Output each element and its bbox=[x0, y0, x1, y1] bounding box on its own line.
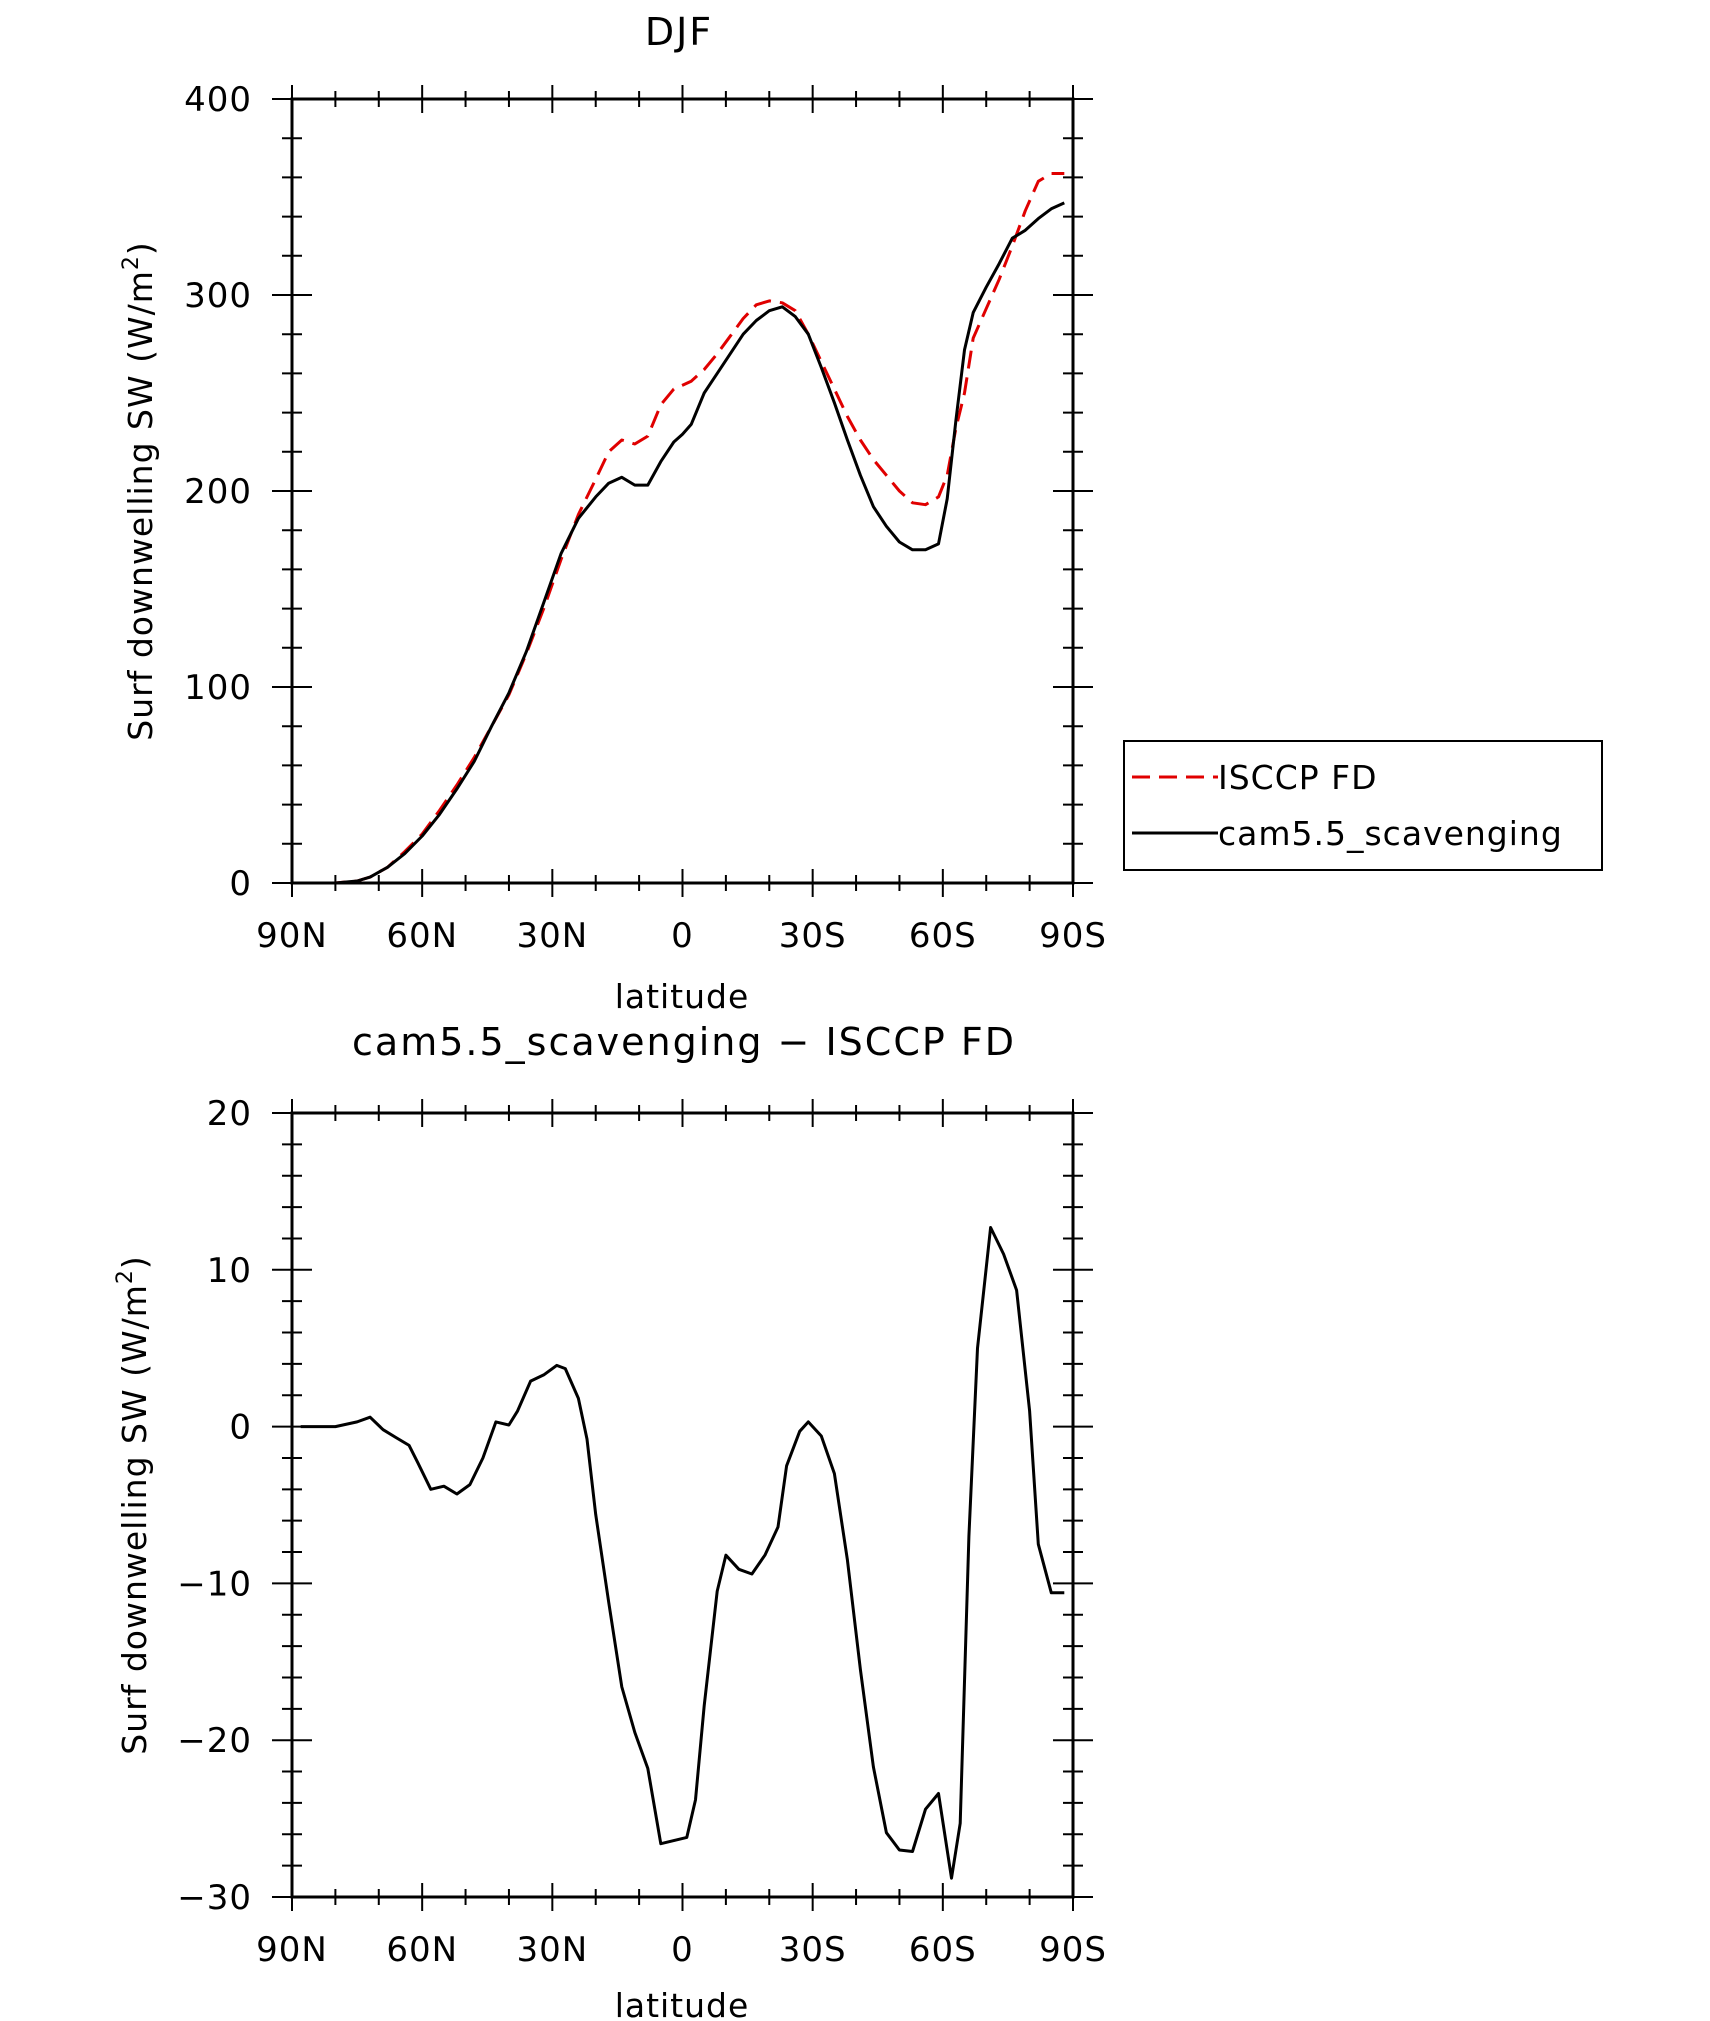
top-chart-x-axis-label: latitude bbox=[615, 977, 750, 1016]
bottom-y-axis-label-base: Surf downwelling SW (W/m bbox=[115, 1284, 154, 1755]
top-chart-ticks bbox=[272, 85, 1093, 897]
top-chart-y-axis-label: Surf downwelling SW (W/m2) bbox=[119, 241, 160, 740]
top-chart-x-tick-labels: 90N 60N 30N 0 30S 60S 90S bbox=[256, 916, 1107, 956]
bottom-chart-x-tick-labels: 90N 60N 30N 0 30S 60S 90S bbox=[256, 1930, 1107, 1970]
top-y-tick-label-0: 0 bbox=[229, 864, 252, 904]
top-y-tick-label-100: 100 bbox=[184, 668, 252, 708]
top-series-cam5-5-scavenging bbox=[300, 201, 1065, 885]
bottom-x-tick-label-30n: 30N bbox=[516, 1930, 588, 1970]
top-chart-series bbox=[300, 172, 1065, 885]
bottom-y-tick-label-10: −10 bbox=[177, 1564, 252, 1604]
bottom-y-tick-label-20: 20 bbox=[207, 1094, 252, 1134]
bottom-chart-series bbox=[300, 1226, 1065, 1880]
top-x-tick-label-60n: 60N bbox=[386, 916, 458, 956]
bottom-x-tick-label-0: 0 bbox=[671, 1930, 694, 1970]
bottom-y-axis-label-sup: 2 bbox=[113, 1269, 138, 1284]
bottom-y-axis-label-end: ) bbox=[115, 1255, 154, 1269]
bottom-y-tick-label-20: −20 bbox=[177, 1721, 252, 1761]
bottom-x-tick-label-60s: 60S bbox=[909, 1930, 977, 1970]
legend-box bbox=[1123, 740, 1603, 871]
top-chart-plot-frame bbox=[290, 97, 1075, 885]
top-x-tick-label-0: 0 bbox=[671, 916, 694, 956]
bottom-chart-title: cam5.5_scavenging − ISCCP FD bbox=[352, 1020, 1016, 1064]
top-chart-y-tick-labels: 0 100 200 300 400 bbox=[184, 80, 252, 904]
bottom-chart-x-axis-label: latitude bbox=[615, 1986, 750, 2021]
bottom-chart: cam5.5_scavenging − ISCCP FD 90N 60N 30N 0 3… bbox=[113, 1020, 1107, 2021]
top-chart: DJF 90N 60N 30N 0 30S 60S 90S 0 100 200 300 400 la… bbox=[119, 10, 1603, 1016]
top-series-isccp-fd bbox=[300, 172, 1065, 885]
bottom-y-tick-label-0: 0 bbox=[229, 1408, 252, 1448]
bottom-chart-plot-frame bbox=[290, 1111, 1075, 1899]
top-y-tick-label-200: 200 bbox=[184, 472, 252, 512]
top-chart-title: DJF bbox=[645, 10, 713, 54]
bottom-x-tick-label-30s: 30S bbox=[779, 1930, 847, 1970]
top-x-tick-label-90s: 90S bbox=[1039, 916, 1107, 956]
bottom-chart-y-tick-labels: −30 −20 −10 0 10 20 bbox=[177, 1094, 252, 1918]
top-y-axis-label-end: ) bbox=[121, 241, 160, 255]
top-x-tick-label-60s: 60S bbox=[909, 916, 977, 956]
top-x-tick-label-30n: 30N bbox=[516, 916, 588, 956]
bottom-y-tick-label-30: −30 bbox=[177, 1878, 252, 1918]
top-x-tick-label-90n: 90N bbox=[256, 916, 328, 956]
legend-label-isccp-fd: ISCCP FD bbox=[1218, 758, 1378, 797]
legend: ISCCP FD cam5.5_scavenging bbox=[1123, 740, 1603, 871]
top-y-axis-label-base: Surf downwelling SW (W/m bbox=[121, 270, 160, 741]
top-y-tick-label-400: 400 bbox=[184, 80, 252, 120]
bottom-y-tick-label-10: 10 bbox=[207, 1251, 252, 1291]
bottom-x-tick-label-60n: 60N bbox=[386, 1930, 458, 1970]
bottom-x-tick-label-90s: 90S bbox=[1039, 1930, 1107, 1970]
bottom-chart-y-axis-label: Surf downwelling SW (W/m2) bbox=[113, 1255, 154, 1754]
top-x-tick-label-30s: 30S bbox=[779, 916, 847, 956]
top-y-tick-label-300: 300 bbox=[184, 276, 252, 316]
bottom-series-cam5-5-scavenging-isccp-fd bbox=[300, 1226, 1065, 1880]
bottom-x-tick-label-90n: 90N bbox=[256, 1930, 328, 1970]
legend-label-cam5-5-scavenging: cam5.5_scavenging bbox=[1218, 814, 1563, 853]
top-y-axis-label-sup: 2 bbox=[119, 255, 144, 270]
